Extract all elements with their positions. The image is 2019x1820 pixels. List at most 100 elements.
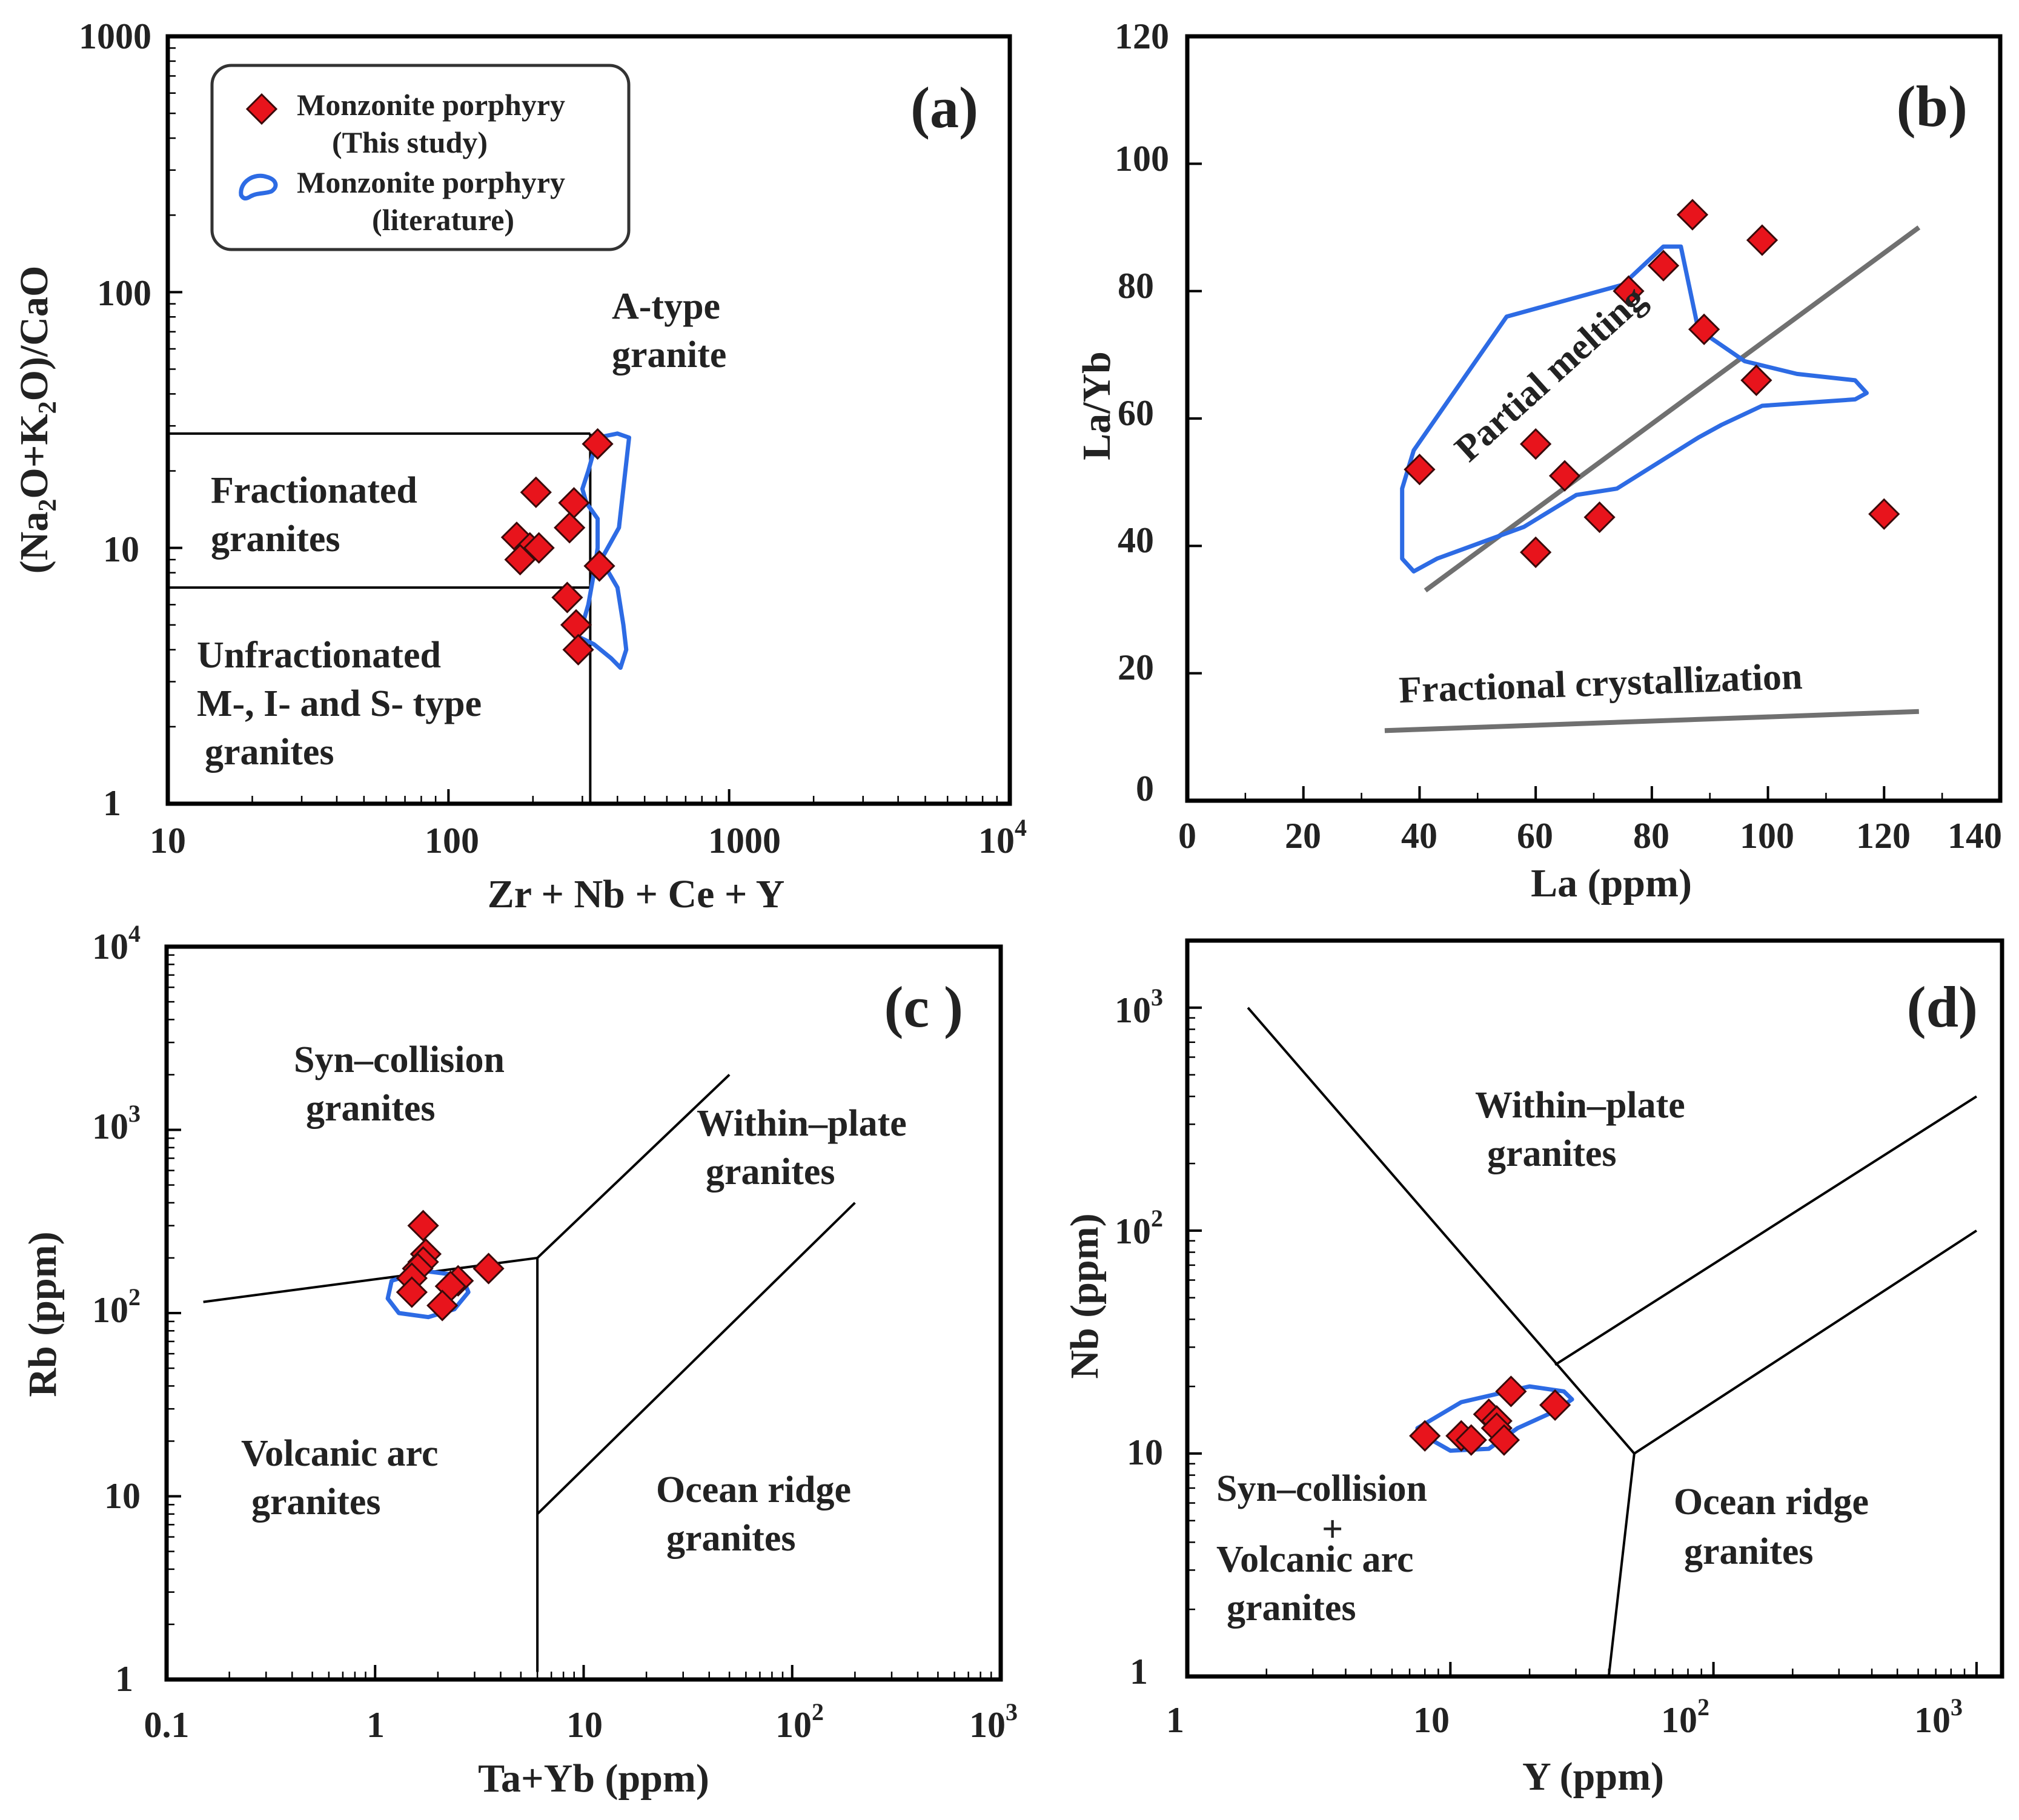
d-field-boundaries: [1247, 1007, 1978, 1677]
d-data-point: [1488, 1424, 1520, 1456]
b-ytick-80: 80: [1118, 266, 1154, 306]
b-plot-frame: [1185, 34, 2003, 803]
d-data-point: [1495, 1375, 1527, 1408]
a-field-boundaries: [168, 432, 592, 804]
d-boundary-ocean-ridge-lower: [1607, 1453, 1636, 1677]
panel-b: (b) 0 20 40 60 80 100 120 140 0 20 40 60…: [1075, 16, 2003, 905]
c-xtick-10e3: 103: [969, 1698, 1018, 1745]
a-field-unfractionated-l1: Unfractionated: [197, 635, 441, 676]
a-data-point: [523, 532, 555, 564]
c-data-point: [426, 1289, 459, 1322]
a-xtick-10e4: 104: [978, 814, 1027, 861]
d-field-syn-volc-l3: Volcanic arc: [1216, 1539, 1413, 1580]
d-plot-frame: [1185, 938, 2004, 1679]
b-fractional-crystallization-line: [1384, 709, 1919, 733]
d-data-point: [1455, 1424, 1487, 1456]
c-xtick-10e2: 102: [775, 1698, 824, 1745]
b-ylabel: La/Yb: [1075, 351, 1119, 460]
b-data-point: [1613, 275, 1645, 307]
c-data-point: [472, 1252, 505, 1285]
d-field-ocean-ridge-l2: granites: [1684, 1531, 1814, 1572]
b-data-point: [1583, 501, 1616, 534]
c-xtick-0.1: 0.1: [144, 1705, 190, 1745]
a-field-fractionated-l1: Fractionated: [211, 470, 417, 511]
a-xtick-1000: 1000: [708, 821, 781, 861]
a-field-fractionated-l2: granites: [211, 518, 340, 560]
a-literature-field: [576, 431, 631, 670]
b-data-point: [1740, 364, 1772, 397]
d-panel-label: (d): [1907, 975, 1978, 1039]
a-field-a-type-l2: granite: [612, 334, 726, 376]
d-field-within-plate-l2: granites: [1487, 1133, 1617, 1174]
d-field-syn-volc-l1: Syn–collision: [1216, 1468, 1427, 1509]
d-field-within-plate-l1: Within–plate: [1475, 1085, 1685, 1126]
panel-c: (c ) 0.1 1 10 102 103 1 10 102 103 104 T…: [21, 920, 1018, 1801]
c-ytick-10e4: 104: [92, 920, 141, 967]
a-legend-this-study-l2: (This study): [332, 125, 488, 159]
c-field-volcanic-arc-l1: Volcanic arc: [241, 1433, 438, 1474]
d-xlabel: Y (ppm): [1522, 1755, 1664, 1799]
b-ytick-60: 60: [1118, 393, 1154, 433]
d-xtick-10e3: 103: [1914, 1693, 1963, 1740]
a-legend-this-study-l1: Monzonite porphyry: [297, 88, 565, 122]
c-data-point: [396, 1276, 428, 1308]
a-legend-outline-icon: [239, 173, 278, 200]
c-field-ocean-ridge-l1: Ocean ridge: [656, 1469, 851, 1511]
b-ytick-40: 40: [1118, 520, 1154, 560]
a-legend: Monzonite porphyry (This study) Monzonit…: [210, 64, 631, 251]
b-data-point: [1548, 460, 1581, 492]
a-data-point: [562, 634, 594, 666]
b-ytick-100: 100: [1115, 139, 1169, 179]
d-boundary-ocean-ridge-upper: [1633, 1229, 1978, 1455]
b-ytick-20: 20: [1118, 647, 1154, 687]
b-xtick-60: 60: [1517, 816, 1553, 856]
b-ytick-120: 120: [1115, 16, 1169, 56]
b-xtick-40: 40: [1401, 816, 1437, 856]
d-ylabel: Nb (ppm): [1063, 1213, 1107, 1378]
d-ytick-10: 10: [1127, 1432, 1163, 1472]
a-field-a-type-l1: A-type: [612, 286, 720, 327]
d-data-point: [1409, 1420, 1441, 1452]
panel-d: (d) 1 10 102 103 1 10 102 103 Y (ppm) Nb…: [1063, 938, 2004, 1799]
a-data-point: [520, 476, 552, 508]
d-ytick-1: 1: [1130, 1652, 1148, 1692]
d-field-ocean-ridge-l1: Ocean ridge: [1674, 1481, 1869, 1523]
a-literature-outline: [576, 431, 631, 670]
c-axis-ticks: [165, 945, 1002, 1681]
c-panel-label: (c ): [884, 975, 963, 1039]
d-xtick-10: 10: [1413, 1700, 1450, 1740]
b-data-point: [1520, 536, 1552, 568]
d-field-syn-volc-l4: granites: [1227, 1587, 1356, 1629]
a-legend-box: [210, 64, 631, 251]
c-plot-frame: [164, 944, 1003, 1682]
d-xtick-1: 1: [1166, 1700, 1184, 1740]
d-ytick-10e2: 102: [1115, 1205, 1163, 1251]
c-ytick-10e3: 103: [92, 1100, 141, 1147]
a-ytick-100: 100: [97, 273, 151, 313]
c-ytick-10e2: 102: [92, 1283, 141, 1330]
a-legend-literature-l2: (literature): [372, 203, 514, 237]
c-ytick-10: 10: [104, 1476, 141, 1516]
b-xtick-0: 0: [1178, 816, 1196, 856]
c-field-within-plate-l2: granites: [706, 1151, 835, 1193]
a-legend-literature-l1: Monzonite porphyry: [297, 165, 565, 199]
b-data-point: [1688, 313, 1720, 345]
a-xlabel: Zr + Nb + Ce + Y: [488, 872, 785, 916]
c-ylabel: Rb (ppm): [21, 1231, 65, 1397]
d-data-point: [1539, 1389, 1571, 1421]
panel-a: (a) 10 100 1000 104 1 10 100 1000 Zr + N…: [12, 16, 1027, 916]
c-field-syn-collision-l2: granites: [306, 1088, 436, 1129]
a-xtick-100: 100: [425, 821, 479, 861]
c-field-within-plate-l1: Within–plate: [697, 1103, 907, 1144]
d-boundary-main-diagonal: [1247, 1007, 1636, 1455]
c-boundary-ocean-ridge: [536, 1202, 856, 1515]
b-data-point: [1520, 428, 1552, 460]
b-data-point: [1868, 498, 1900, 530]
b-xtick-120: 120: [1856, 816, 1911, 856]
a-plot-frame: [165, 34, 1012, 806]
a-legend-marker: [245, 93, 278, 125]
a-data-point: [551, 581, 583, 614]
b-data-point: [1647, 250, 1680, 282]
b-data-point: [1676, 199, 1709, 231]
